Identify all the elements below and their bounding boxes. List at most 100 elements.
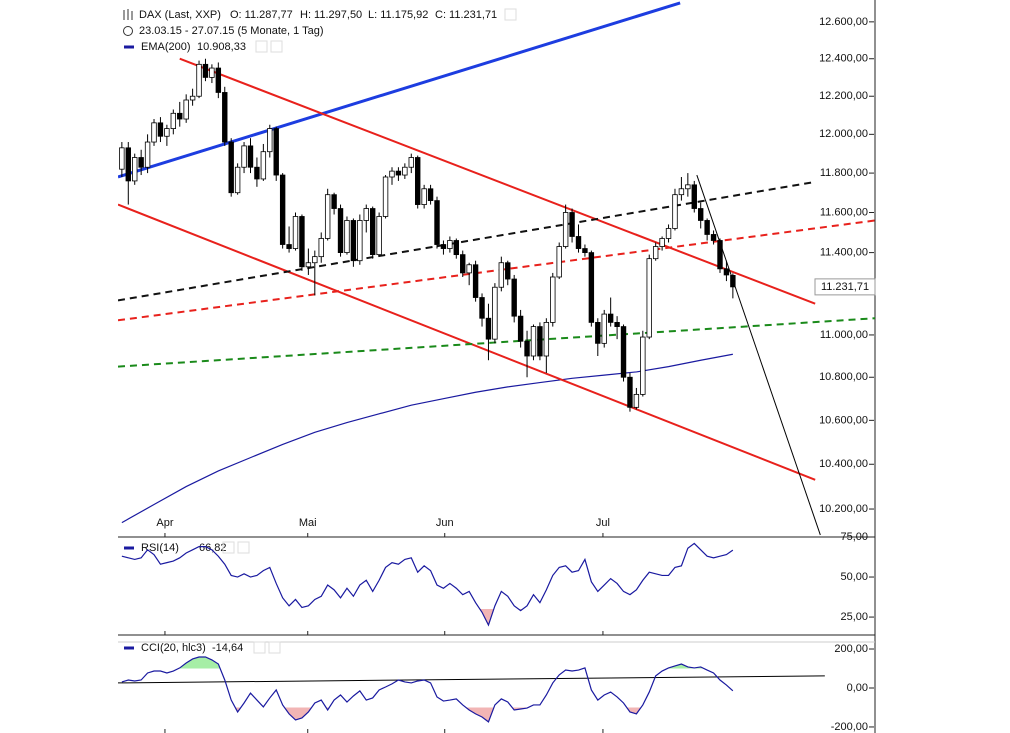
trend-line <box>118 675 825 684</box>
candle-body <box>595 322 601 344</box>
y-tick-label: 12.400,00 <box>819 53 868 65</box>
candle-body <box>466 264 472 274</box>
close-icon[interactable] <box>268 641 281 654</box>
candle-body <box>228 141 234 194</box>
panel-value: -14,64 <box>212 642 243 654</box>
y-tick-label: 10.200,00 <box>819 503 868 515</box>
candle-body <box>170 112 177 129</box>
candle-body <box>382 176 389 217</box>
x-tick-label: Jun <box>436 517 454 529</box>
y-tick-label: 12.200,00 <box>819 90 868 102</box>
candle-body <box>498 262 505 288</box>
candle-body <box>363 208 369 221</box>
close-icon[interactable] <box>237 541 250 554</box>
clock-icon <box>123 26 133 36</box>
candle-body <box>562 212 569 247</box>
candle-body <box>125 147 131 182</box>
candle-body <box>337 208 344 253</box>
candle-body <box>710 234 717 241</box>
candle-body <box>505 262 511 280</box>
candle-body <box>427 188 434 202</box>
candle-body <box>138 157 144 168</box>
candle-body <box>440 244 447 249</box>
trend-line <box>118 180 816 302</box>
candle-body <box>447 240 453 249</box>
close-icon[interactable] <box>270 40 283 53</box>
candle-body <box>511 278 517 317</box>
plot-area <box>121 542 734 627</box>
candle-body <box>389 170 395 178</box>
candle-body <box>582 248 588 253</box>
candle-body <box>408 157 414 168</box>
trend-line <box>118 317 875 368</box>
plot-area <box>118 1 875 536</box>
settings-icon[interactable] <box>222 541 235 554</box>
last-price-box <box>814 278 876 296</box>
candle-body <box>292 216 299 249</box>
candle-body <box>209 67 215 78</box>
y-tick-label: 11.600,00 <box>820 206 868 218</box>
quote-high: H: 11.297,50 <box>300 9 362 21</box>
candle-body <box>247 145 254 168</box>
candle-body <box>421 188 427 205</box>
candle-body <box>299 216 305 268</box>
candle-body <box>196 63 202 97</box>
candle-body <box>575 236 582 249</box>
candle-body <box>164 128 170 137</box>
candle-body <box>344 220 350 253</box>
plot-area <box>118 656 825 723</box>
y-tick-label: 0,00 <box>847 682 868 694</box>
y-tick-label: 10.600,00 <box>819 414 868 426</box>
candle-body <box>177 112 183 120</box>
settings-icon[interactable] <box>253 641 266 654</box>
candle-body <box>517 315 524 342</box>
candle-body <box>659 238 665 247</box>
candle-body <box>151 122 157 143</box>
candle-body <box>267 128 273 153</box>
candle-body <box>530 326 537 357</box>
candle-body <box>620 326 627 378</box>
settings-icon[interactable] <box>504 8 517 21</box>
candle-body <box>369 208 376 256</box>
candle-body <box>376 216 382 256</box>
quote-close: C: 11.231,71 <box>435 9 497 21</box>
candle-body <box>730 275 736 288</box>
candle-body <box>312 256 318 264</box>
y-tick-label: 11.800,00 <box>820 167 868 179</box>
candle-body <box>614 322 620 327</box>
candle-body <box>260 151 267 180</box>
y-tick-label: 75,00 <box>840 531 868 543</box>
candle-body <box>279 174 286 245</box>
candle-body <box>717 240 723 270</box>
y-tick-label: 200,00 <box>834 643 868 655</box>
x-tick-label: Apr <box>156 517 173 529</box>
candle-body <box>305 262 312 268</box>
candle-body <box>607 313 614 323</box>
last-price-label: 11.231,71 <box>821 281 869 293</box>
candle-body <box>119 147 125 170</box>
candle-body <box>202 63 209 78</box>
candle-body <box>627 376 633 408</box>
candle-body <box>453 240 460 256</box>
settings-icon[interactable] <box>255 40 268 53</box>
ema-line <box>121 353 733 524</box>
candle-body <box>723 268 730 276</box>
candle-body <box>357 220 363 262</box>
y-tick-label: 11.000,00 <box>820 329 868 341</box>
candle-body <box>640 336 646 395</box>
candle-body <box>286 244 292 249</box>
candle-body <box>588 252 595 323</box>
candle-body <box>652 246 659 260</box>
candle-body <box>537 326 543 357</box>
candle-body <box>485 317 492 340</box>
candle-body <box>460 254 466 274</box>
candle-body <box>633 393 640 408</box>
candle-body <box>685 184 691 190</box>
candle-body <box>350 220 357 262</box>
candle-body <box>331 194 337 209</box>
chart-title: DAX (Last, XXP) <box>139 9 221 21</box>
y-tick-label: -200,00 <box>831 721 868 733</box>
candle-body <box>479 297 485 319</box>
